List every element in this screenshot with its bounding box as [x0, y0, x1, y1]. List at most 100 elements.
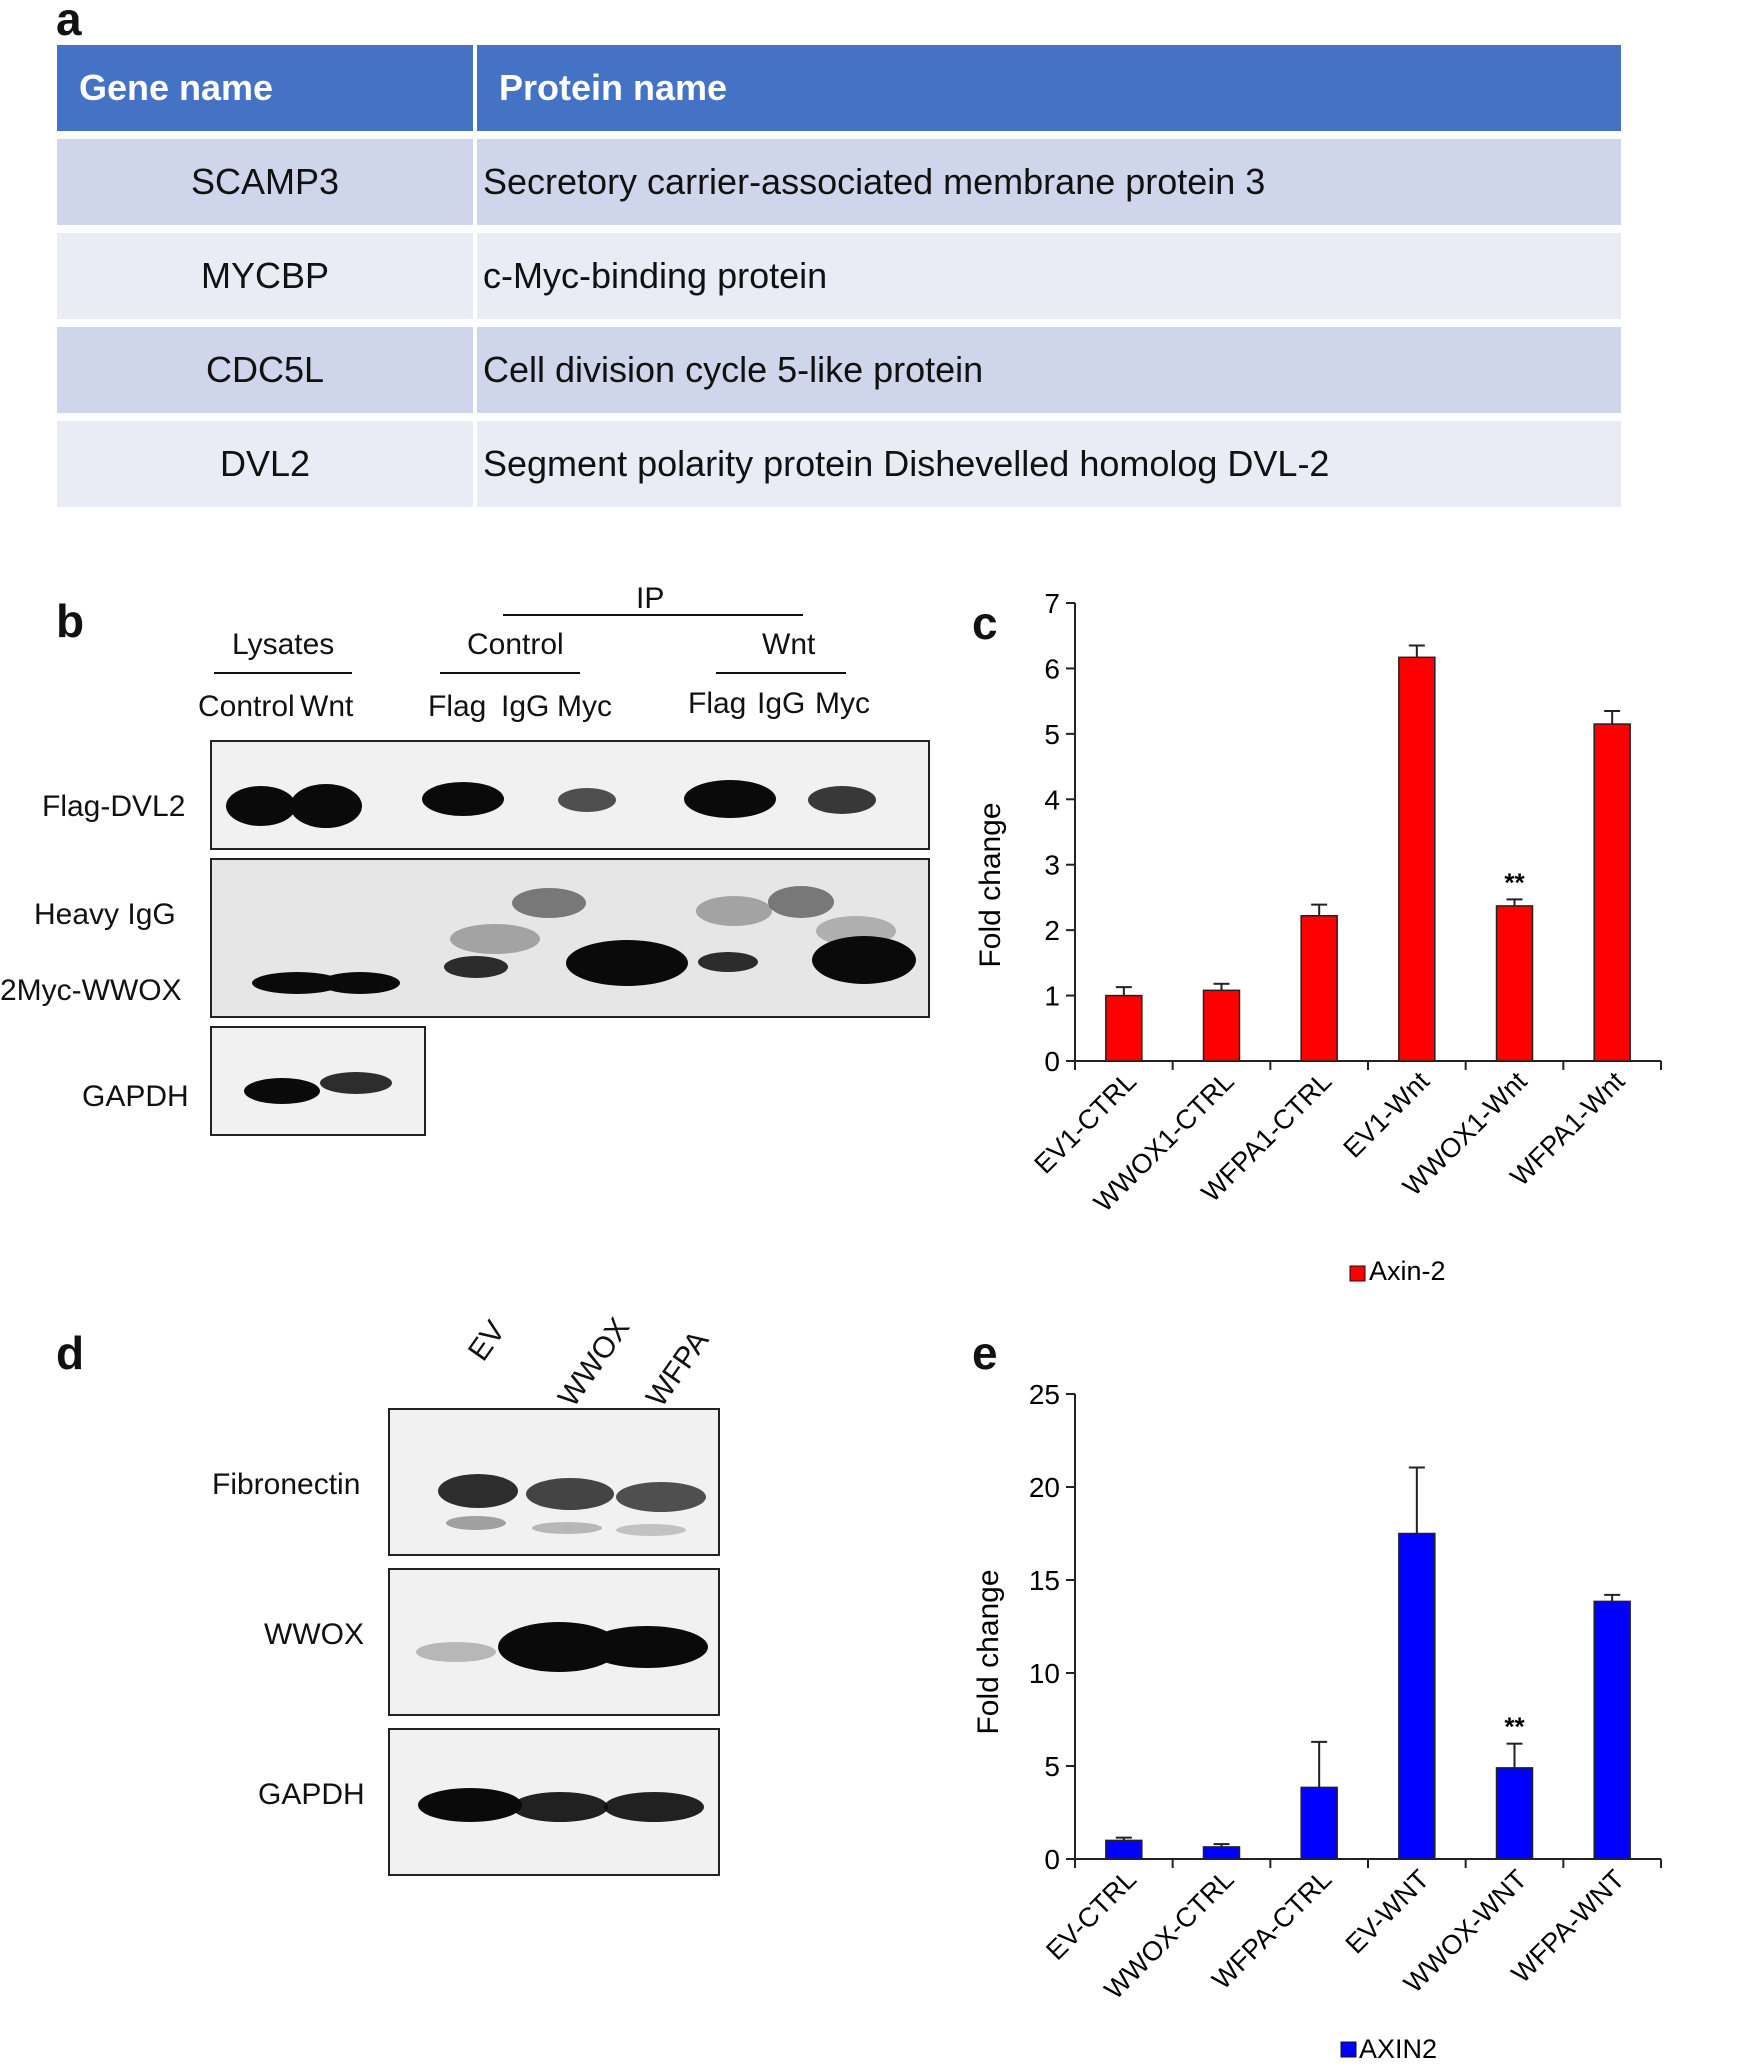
table-row: CDC5L Cell division cycle 5-like protein — [57, 327, 1621, 413]
e-bar — [1105, 1839, 1143, 1860]
band — [450, 924, 540, 954]
band — [566, 940, 688, 986]
blot-wwox — [388, 1568, 720, 1716]
panel-e-label: e — [972, 1327, 998, 1379]
gene-cell: DVL2 — [57, 421, 477, 507]
protein-cell: c-Myc-binding protein — [483, 255, 828, 296]
table-row: MYCBP c-Myc-binding protein — [57, 233, 1621, 319]
e-significance-label: ** — [1504, 1712, 1525, 1742]
lane-wwox: WWOX — [552, 1312, 637, 1413]
lysates-bracket-line — [214, 672, 352, 674]
ip-wnt-bracket-line — [716, 672, 846, 674]
band — [438, 1474, 518, 1508]
band — [446, 1516, 506, 1530]
band — [558, 788, 616, 812]
e-y-tick-label: 15 — [1029, 1565, 1060, 1596]
c-y-tick-label: 4 — [1044, 784, 1060, 815]
c-y-tick-label: 1 — [1044, 981, 1060, 1012]
lane-wnt-igg: IgG — [757, 687, 806, 720]
c-bar — [1202, 989, 1241, 1062]
protein-cell: Secretory carrier-associated membrane pr… — [483, 161, 1266, 202]
blot-flag-dvl2 — [210, 740, 930, 850]
row-label-gapdh: GAPDH — [82, 1080, 189, 1113]
band — [418, 1788, 522, 1822]
chart-c-ylabel: Fold change — [975, 802, 1007, 967]
e-bar — [1300, 1786, 1338, 1860]
band — [226, 786, 296, 826]
lysates-header: Lysates — [232, 628, 335, 661]
lane-lysate-wnt: Wnt — [300, 690, 354, 723]
ip-header: IP — [636, 582, 665, 615]
band — [526, 1478, 614, 1510]
c-bar — [1105, 994, 1143, 1062]
e-bar — [1202, 1846, 1241, 1860]
row-label-gapdh-d: GAPDH — [258, 1778, 365, 1811]
e-y-tick-label: 10 — [1029, 1658, 1060, 1689]
gene-cell: MYCBP — [57, 233, 477, 319]
lane-lysate-control: Control — [198, 690, 295, 723]
c-y-tick-label: 0 — [1044, 1046, 1060, 1077]
chart-e-legend-swatch — [1340, 2041, 1357, 2058]
protein-cell: Segment polarity protein Dishevelled hom… — [483, 443, 1330, 484]
panel-d-label: d — [56, 1327, 85, 1379]
header-gene-name: Gene name — [57, 45, 477, 131]
panel-b-label: b — [56, 595, 85, 647]
row-label-wwox: WWOX — [264, 1618, 364, 1651]
lane-control-flag: Flag — [428, 690, 487, 723]
protein-cell: Cell division cycle 5-like protein — [483, 349, 984, 390]
band — [604, 1792, 704, 1822]
band — [808, 786, 876, 814]
table-row: DVL2 Segment polarity protein Dishevelle… — [57, 421, 1621, 507]
e-bar — [1495, 1767, 1534, 1860]
c-bar — [1300, 914, 1338, 1062]
e-y-tick-label: 25 — [1029, 1379, 1060, 1410]
ip-bracket-line — [503, 614, 803, 616]
blot-gapdh-b — [210, 1026, 426, 1136]
band — [616, 1482, 706, 1512]
band — [290, 784, 362, 828]
blot-igg-myc-wwox — [210, 858, 930, 1018]
e-y-tick-label: 5 — [1044, 1751, 1060, 1782]
band — [684, 780, 776, 818]
chart-e-ylabel: Fold change — [975, 1569, 1005, 1734]
lane-wnt-flag: Flag — [688, 687, 747, 720]
band — [532, 1522, 602, 1534]
gene-cell: SCAMP3 — [57, 139, 477, 225]
band — [320, 972, 400, 994]
band — [586, 1626, 708, 1668]
e-category-label: EV-WNT — [1340, 1864, 1435, 1959]
header-protein-name: Protein name — [499, 67, 728, 108]
e-y-tick-label: 0 — [1044, 1844, 1060, 1875]
band — [252, 972, 342, 994]
c-y-tick-label: 3 — [1044, 850, 1060, 881]
lane-wfpa: WFPA — [640, 1324, 716, 1413]
chart-e-legend-label: AXIN2 — [1359, 2034, 1437, 2064]
c-bar — [1495, 905, 1534, 1062]
lane-control-myc: Myc — [557, 690, 612, 723]
c-bar — [1593, 723, 1631, 1062]
chart-c-legend-swatch — [1349, 1265, 1366, 1282]
band — [698, 952, 758, 972]
row-label-flag-dvl2: Flag-DVL2 — [42, 790, 186, 823]
ip-control-bracket-line — [440, 672, 580, 674]
ip-control-header: Control — [467, 628, 564, 661]
row-label-myc-wwox: 2Myc-WWOX — [0, 974, 182, 1007]
blot-gapdh-d — [388, 1728, 720, 1876]
row-label-fibronectin: Fibronectin — [212, 1468, 361, 1501]
c-category-label: EV1-Wnt — [1337, 1066, 1435, 1164]
band — [416, 1642, 496, 1662]
panel-a-label: a — [56, 0, 82, 45]
c-y-tick-label: 2 — [1044, 915, 1060, 946]
band — [444, 956, 508, 978]
c-y-tick-label: 7 — [1044, 588, 1060, 619]
c-y-tick-label: 5 — [1044, 719, 1060, 750]
gene-cell: CDC5L — [57, 327, 477, 413]
band — [616, 1524, 686, 1536]
e-bar — [1398, 1532, 1436, 1860]
c-significance-label: ** — [1504, 867, 1525, 897]
c-y-tick-label: 6 — [1044, 653, 1060, 684]
chart-c-legend-label: Axin-2 — [1369, 1256, 1446, 1286]
band — [422, 782, 504, 816]
